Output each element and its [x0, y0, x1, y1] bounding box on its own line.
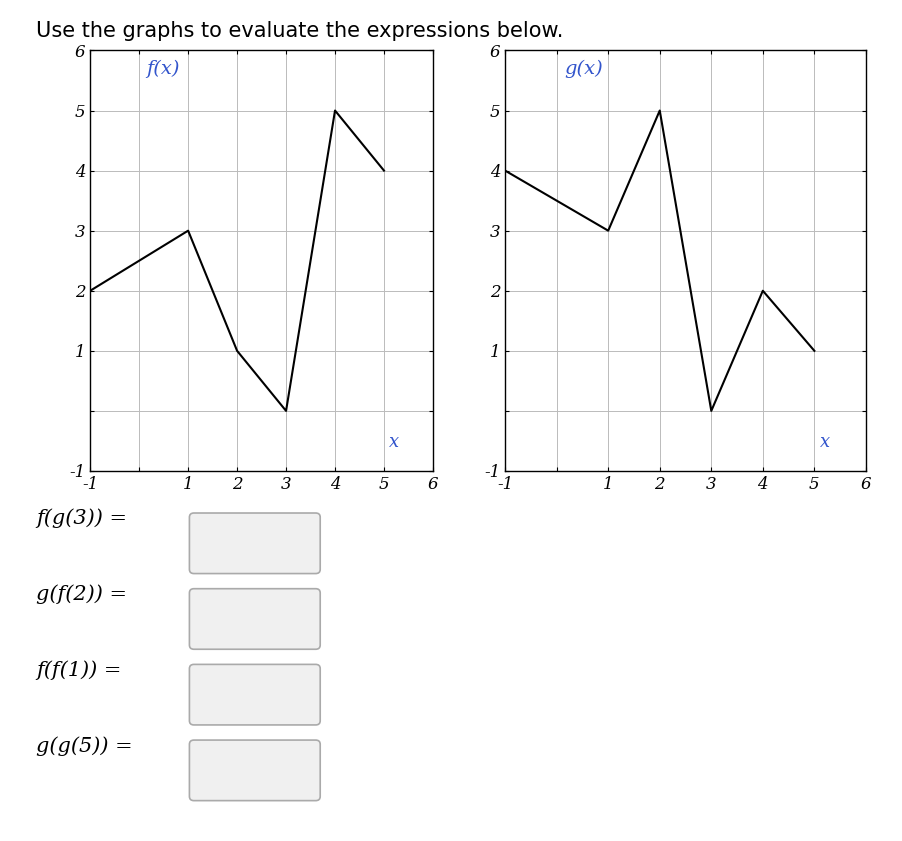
- Text: x: x: [820, 433, 830, 451]
- Text: f(f(1)) =: f(f(1)) =: [36, 660, 122, 680]
- Text: g(g(5)) =: g(g(5)) =: [36, 736, 133, 755]
- Text: g(f(2)) =: g(f(2)) =: [36, 584, 127, 604]
- Text: g(x): g(x): [565, 61, 603, 78]
- Text: f(x): f(x): [146, 61, 180, 78]
- Text: Use the graphs to evaluate the expressions below.: Use the graphs to evaluate the expressio…: [36, 21, 564, 41]
- Text: x: x: [389, 433, 399, 451]
- Text: f(g(3)) =: f(g(3)) =: [36, 509, 127, 528]
